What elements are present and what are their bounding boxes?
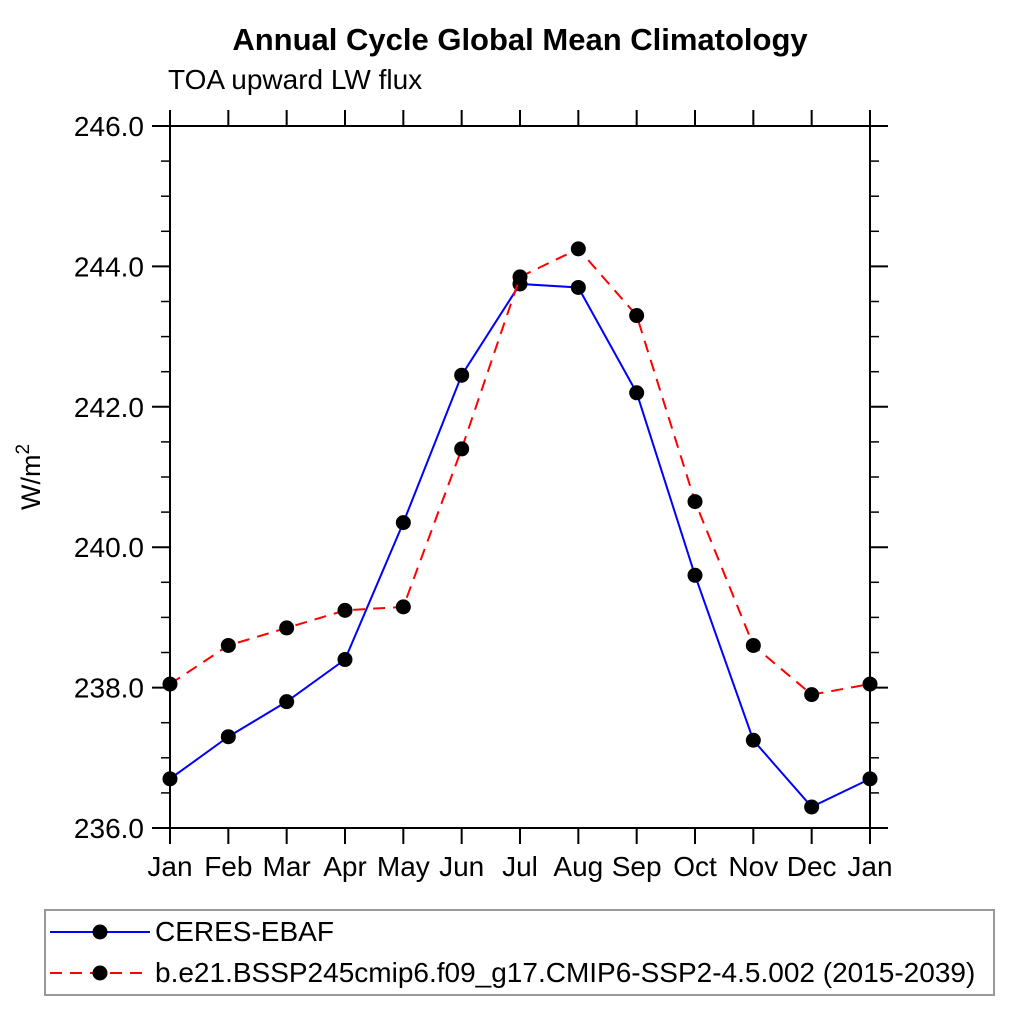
x-tick-label: Dec [787,851,837,882]
data-point-marker [862,676,878,692]
series-line-0 [169,282,871,809]
x-tick-label: May [377,851,430,882]
y-tick-label: 246.0 [74,111,144,142]
chart-title: Annual Cycle Global Mean Climatology [232,22,808,57]
y-axis-title: W/m2 [13,444,46,510]
data-point-marker [804,687,820,703]
data-point-marker [220,729,236,745]
data-point-marker [279,620,295,636]
x-tick-label: Sep [612,851,662,882]
plot-area: 236.0 238.0 240.0 242.0 244.0 246.0 Jan Feb Mar A… [13,110,893,882]
legend-row-ceres: CERES-EBAF [46,911,993,953]
legend-line-dashed-dot-icon [50,965,150,981]
data-point-marker [745,637,761,653]
x-tick-label: Oct [673,851,717,882]
data-point-marker [629,308,645,324]
data-point-marker [279,694,295,710]
data-point-marker [512,269,528,285]
x-tick-label: Jul [502,851,538,882]
legend-row-model: b.e21.BSSP245cmip6.f09_g17.CMIP6-SSP2-4.… [46,953,993,995]
data-point-marker [629,385,645,401]
series-line-1 [169,247,871,696]
data-point-marker [162,771,178,787]
x-tick-label: Feb [204,851,252,882]
x-tick-label: Jan [147,851,192,882]
data-point-marker [220,637,236,653]
data-point-marker [570,241,586,257]
legend-label-ceres: CERES-EBAF [155,915,334,947]
x-tick-label: Nov [728,851,778,882]
data-point-marker [862,771,878,787]
data-point-marker [745,732,761,748]
data-point-marker [454,441,470,457]
legend: CERES-EBAF b.e21.BSSP245cmip6.f09_g17.CM… [44,909,995,996]
data-point-marker [395,515,411,531]
y-tick-label: 244.0 [74,251,144,282]
data-point-marker [687,567,703,583]
x-tick-label: Jun [439,851,484,882]
x-tick-label: Apr [323,851,367,882]
data-point-marker [337,652,353,668]
data-point-marker [454,367,470,383]
data-point-marker [687,494,703,510]
chart-subtitle: TOA upward LW flux [168,64,423,95]
data-point-marker [395,599,411,615]
y-tick-label: 242.0 [74,392,144,423]
x-tick-label: Aug [553,851,603,882]
data-point-marker [570,279,586,295]
y-tick-label: 238.0 [74,673,144,704]
y-tick-label: 240.0 [74,532,144,563]
x-tick-label: Jan [847,851,892,882]
x-tick-label: Mar [263,851,311,882]
legend-label-model: b.e21.BSSP245cmip6.f09_g17.CMIP6-SSP2-4.… [155,957,976,989]
legend-line-solid-dot-icon [50,924,150,940]
data-point-marker [337,602,353,618]
data-point-marker [162,676,178,692]
y-tick-label: 236.0 [74,813,144,844]
data-point-marker [804,799,820,815]
